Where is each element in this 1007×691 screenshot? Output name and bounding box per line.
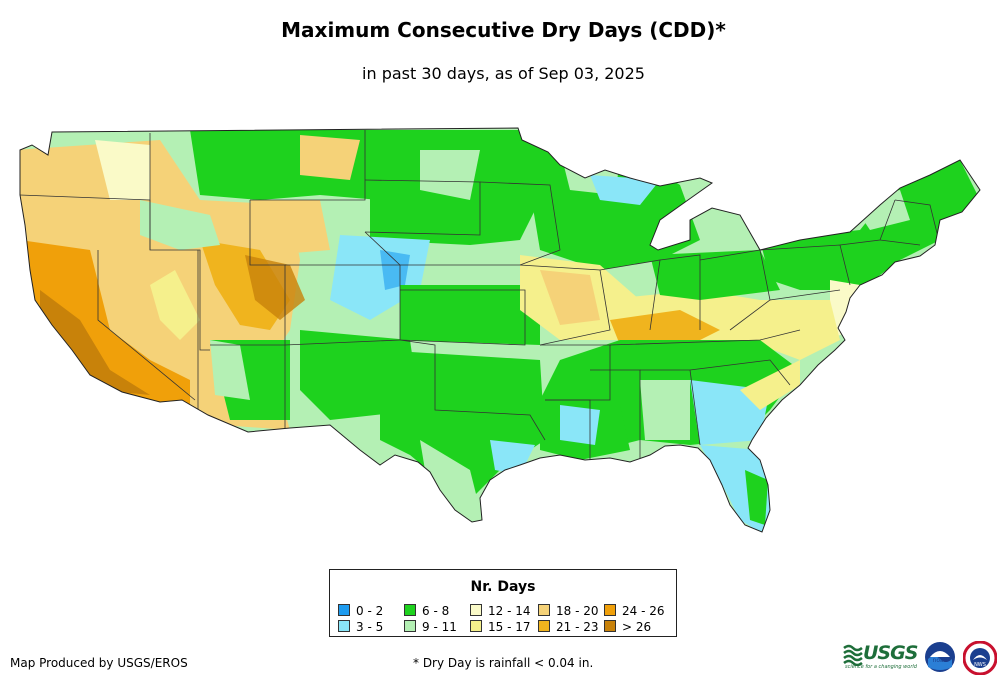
- legend-swatch: [404, 620, 416, 632]
- map-title: Maximum Consecutive Dry Days (CDD)*: [281, 18, 726, 42]
- legend-item: 15 - 17: [470, 620, 531, 634]
- svg-text:noaa: noaa: [933, 657, 948, 664]
- nws-logo: NWS: [963, 641, 997, 675]
- legend-item: 0 - 2: [338, 604, 383, 618]
- legend-swatch: [470, 604, 482, 616]
- legend-swatch: [538, 620, 550, 632]
- legend-item: 21 - 23: [538, 620, 599, 634]
- legend-swatch: [338, 620, 350, 632]
- map-fill: [20, 128, 980, 532]
- legend-item: 24 - 26: [604, 604, 665, 618]
- legend-swatch: [338, 604, 350, 616]
- usgs-logo: USGS science for a changing world: [843, 642, 918, 670]
- footnote-text: * Dry Day is rainfall < 0.04 in.: [413, 656, 594, 670]
- legend-item: 12 - 14: [470, 604, 531, 618]
- usgs-wave-icon: [843, 644, 863, 666]
- credit-text: Map Produced by USGS/EROS: [10, 656, 188, 670]
- map-subtitle: in past 30 days, as of Sep 03, 2025: [362, 64, 645, 83]
- legend-item: 18 - 20: [538, 604, 599, 618]
- legend-title: Nr. Days: [470, 579, 536, 595]
- legend-swatch: [604, 620, 616, 632]
- svg-text:NWS: NWS: [974, 662, 986, 668]
- state-borders: [20, 130, 941, 460]
- legend-item: > 26: [604, 620, 651, 634]
- legend-item: 3 - 5: [338, 620, 383, 634]
- legend-item: 6 - 8: [404, 604, 449, 618]
- legend: Nr. Days 0 - 2 3 - 5 6 - 8 9 - 11 12 - 1…: [329, 569, 677, 637]
- legend-swatch: [404, 604, 416, 616]
- legend-swatch: [604, 604, 616, 616]
- legend-swatch: [470, 620, 482, 632]
- noaa-logo: noaa: [925, 642, 955, 672]
- legend-item: 9 - 11: [404, 620, 457, 634]
- legend-swatch: [538, 604, 550, 616]
